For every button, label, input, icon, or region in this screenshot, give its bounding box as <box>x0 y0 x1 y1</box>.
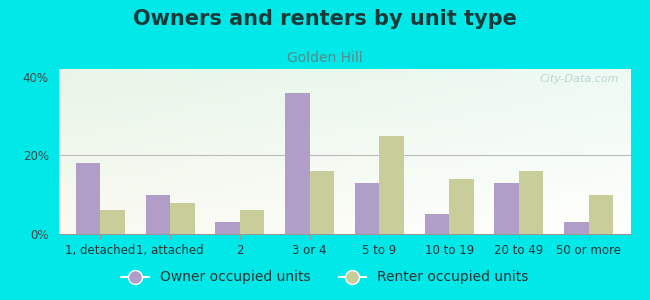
Bar <box>215 222 240 234</box>
Bar <box>564 222 589 234</box>
Bar <box>495 183 519 234</box>
Bar <box>170 202 194 234</box>
Bar <box>449 179 474 234</box>
Bar <box>380 136 404 234</box>
Text: Golden Hill: Golden Hill <box>287 51 363 65</box>
Bar <box>355 183 380 234</box>
Bar <box>146 195 170 234</box>
Bar <box>100 210 125 234</box>
Bar <box>519 171 543 234</box>
Bar <box>285 93 309 234</box>
Text: City-Data.com: City-Data.com <box>540 74 619 84</box>
Legend: Owner occupied units, Renter occupied units: Owner occupied units, Renter occupied un… <box>116 265 534 290</box>
Bar <box>240 210 265 234</box>
Bar <box>589 195 613 234</box>
Bar <box>76 163 100 234</box>
Bar <box>424 214 449 234</box>
Bar <box>309 171 334 234</box>
Text: Owners and renters by unit type: Owners and renters by unit type <box>133 9 517 29</box>
